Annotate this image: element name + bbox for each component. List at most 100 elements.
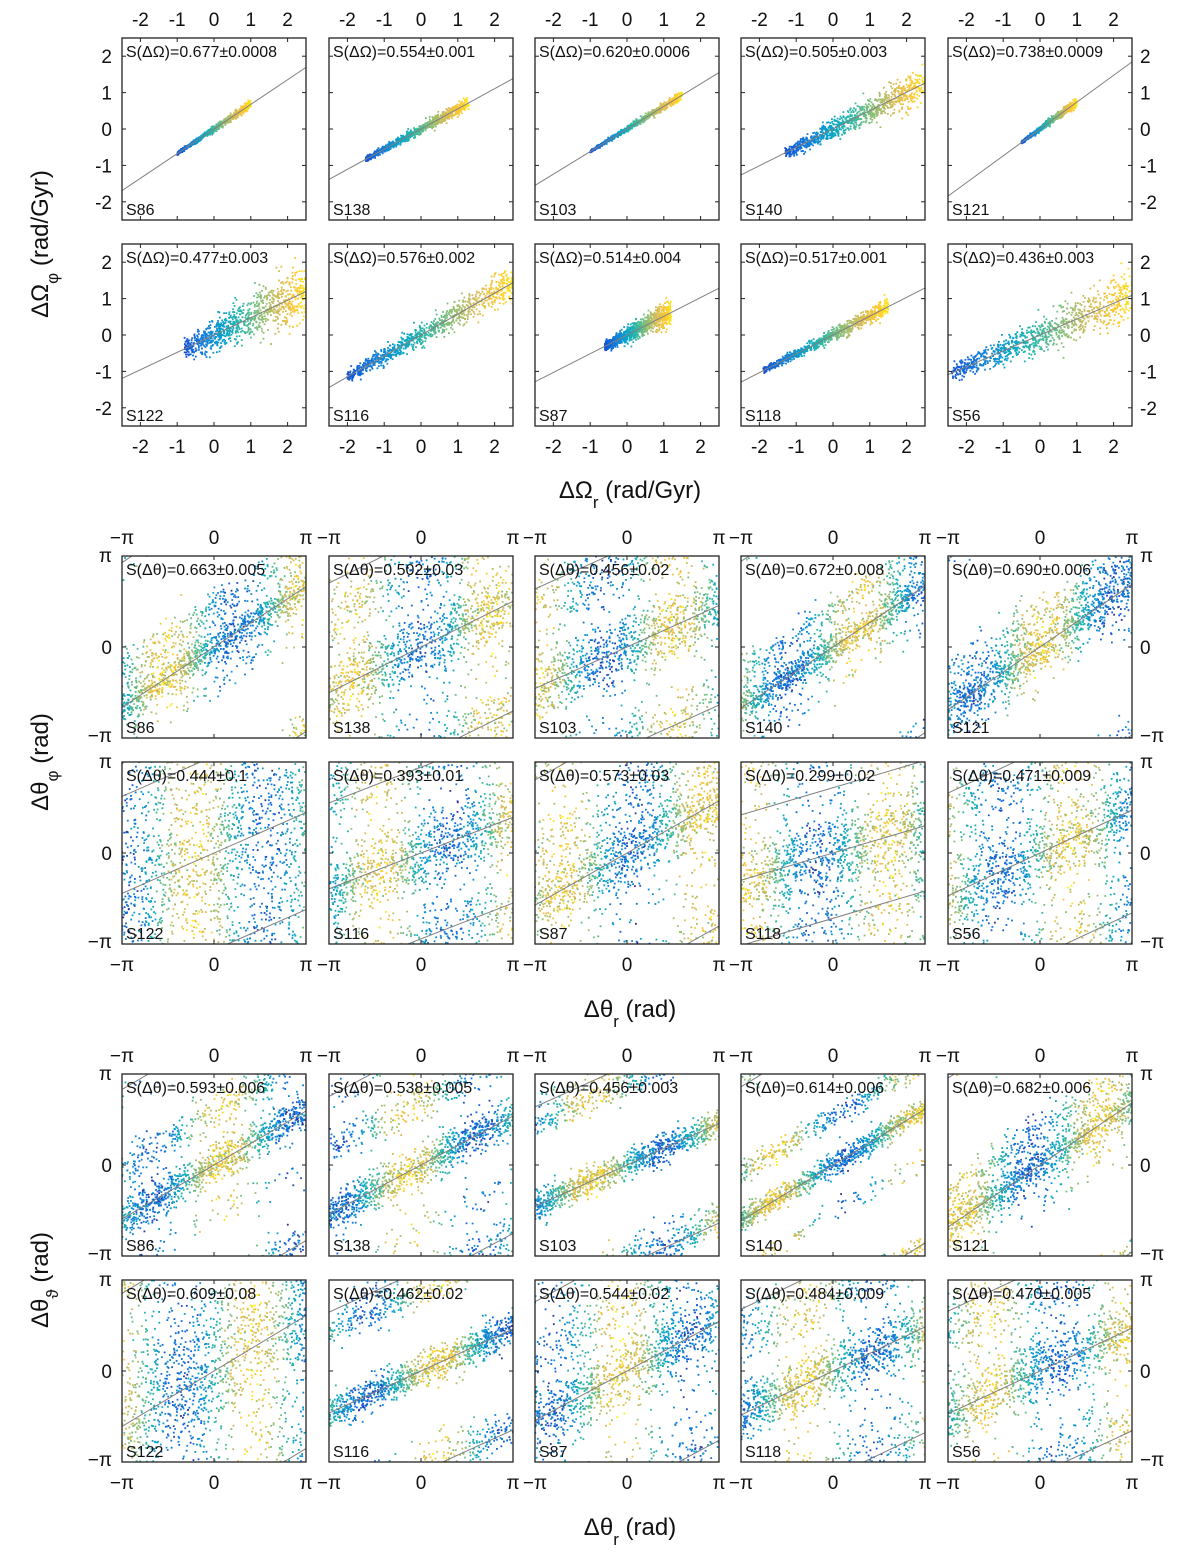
scatter-point: [265, 310, 267, 313]
scatter-point: [410, 130, 413, 133]
scatter-point: [806, 138, 808, 141]
scatter-point: [844, 117, 847, 120]
scatter-point: [241, 108, 244, 110]
scatter-point: [644, 118, 647, 121]
scatter-point: [256, 300, 258, 303]
scatter-point: [888, 96, 890, 99]
scatter-point: [672, 99, 675, 101]
scatter-point: [788, 145, 791, 148]
scatter-point: [290, 311, 293, 314]
scatter-point: [819, 143, 822, 146]
scatter-point: [415, 132, 417, 135]
scatter-point: [893, 112, 895, 114]
scatter-point: [464, 108, 466, 110]
scatter-point: [451, 112, 454, 114]
scatter-point: [446, 112, 449, 115]
scatter-point: [220, 125, 223, 128]
scatter-point: [245, 314, 247, 317]
scatter-point: [836, 123, 839, 126]
scatter-point: [864, 114, 867, 116]
scatter-point: [264, 315, 266, 318]
scatter-point: [864, 117, 867, 120]
scatter-point: [437, 122, 440, 125]
scatter-point: [862, 92, 865, 95]
scatter-point: [401, 135, 404, 137]
scatter-point: [596, 147, 598, 149]
scatter-point: [871, 106, 874, 108]
scatter-point: [235, 338, 237, 341]
scatter-point: [650, 112, 652, 115]
scatter-point: [605, 140, 607, 143]
scatter-point: [789, 155, 792, 158]
scatter-point: [1070, 104, 1072, 107]
scatter-point: [857, 117, 859, 119]
scatter-point: [246, 102, 248, 104]
scatter-point: [255, 310, 258, 312]
scatter-point: [860, 106, 863, 109]
scatter-point: [1026, 136, 1028, 139]
scatter-point: [599, 146, 601, 149]
scatter-point: [829, 125, 832, 128]
scatter-point: [280, 293, 282, 296]
scatter-point: [1066, 108, 1069, 111]
scatter-point: [811, 140, 814, 142]
scatter-point: [369, 158, 372, 161]
scatter-point: [273, 320, 276, 322]
scatter-point: [651, 109, 654, 111]
scatter-point: [236, 113, 239, 116]
scatter-point: [224, 122, 227, 125]
scatter-point: [242, 109, 245, 112]
scatter-point: [208, 132, 210, 135]
scatter-point: [1067, 106, 1070, 109]
scatter-point: [235, 112, 238, 115]
scatter-point: [422, 125, 425, 128]
scatter-point: [873, 115, 876, 118]
scatter-point: [884, 95, 887, 98]
scatter-point: [681, 92, 683, 95]
scatter-point: [451, 106, 454, 108]
x-tick-label: -2: [545, 10, 562, 31]
scatter-point: [604, 139, 607, 142]
scatter-point: [248, 102, 251, 105]
scatter-point: [432, 118, 435, 121]
scatter-point: [428, 116, 431, 118]
scatter-point: [801, 138, 804, 140]
scatter-point: [364, 157, 367, 160]
scatter-point: [649, 115, 651, 117]
scatter-point: [232, 308, 235, 311]
scatter-point: [636, 121, 639, 123]
scatter-point: [842, 123, 845, 126]
scatter-point: [404, 138, 407, 141]
scatter-point: [211, 128, 214, 131]
scatter-point: [826, 129, 829, 131]
scatter-point: [429, 121, 432, 123]
scatter-point: [795, 145, 798, 148]
scatter-point: [816, 133, 819, 136]
scatter-point: [863, 113, 866, 116]
scatter-point: [216, 128, 219, 130]
x-tick-label: 1: [659, 10, 670, 31]
scatter-point: [1057, 117, 1060, 120]
scatter-point: [808, 144, 811, 146]
scatter-point: [1047, 117, 1050, 120]
scatter-point: [406, 139, 409, 142]
scatter-point: [671, 102, 674, 105]
scatter-point: [456, 106, 458, 108]
scatter-point: [835, 131, 838, 133]
scatter-point: [193, 358, 196, 361]
scatter-point: [594, 149, 597, 151]
scatter-point: [1072, 104, 1075, 107]
scatter-point: [817, 137, 820, 140]
scatter-point: [215, 130, 218, 132]
scatter-point: [886, 97, 888, 100]
scatter-point: [223, 120, 225, 123]
scatter-point: [455, 104, 458, 107]
scatter-point: [898, 93, 900, 96]
scatter-point: [421, 125, 424, 128]
scatter-point: [225, 319, 228, 322]
scatter-point: [196, 138, 199, 140]
scatter-point: [887, 94, 890, 97]
scatter-point: [228, 119, 230, 122]
scatter-point: [431, 116, 434, 118]
scatter-point: [425, 117, 427, 120]
